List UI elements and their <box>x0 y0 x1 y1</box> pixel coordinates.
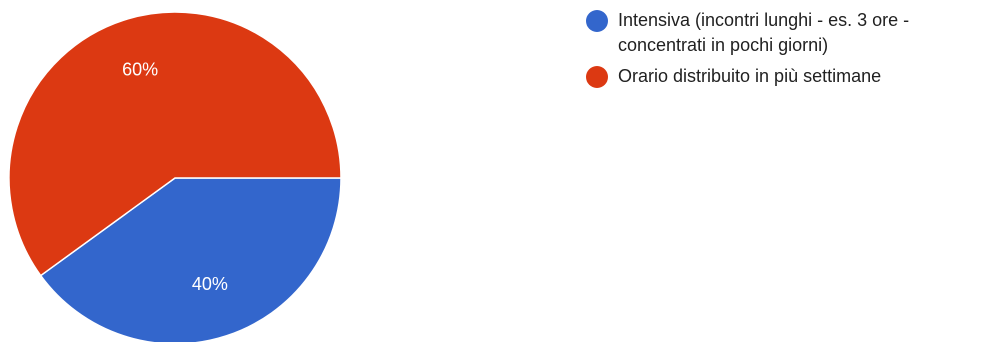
legend-label-intensiva: Intensiva (incontri lunghi - es. 3 ore -… <box>618 10 910 55</box>
legend-label-distribuito: Orario distribuito in più settimane <box>618 66 882 86</box>
pie-slice-distribuito[interactable] <box>8 11 342 277</box>
chart-legend: Intensiva (incontri lunghi - es. 3 ore -… <box>586 8 976 95</box>
legend-swatch-intensiva <box>586 10 608 32</box>
pie-label-intensiva: 40% <box>192 274 228 294</box>
pie-slice-intensiva[interactable] <box>39 177 342 342</box>
legend-swatch-distribuito <box>586 66 608 88</box>
legend-item-distribuito[interactable]: Orario distribuito in più settimane <box>586 64 976 89</box>
pie-label-distribuito: 60% <box>122 59 158 79</box>
legend-item-intensiva[interactable]: Intensiva (incontri lunghi - es. 3 ore -… <box>586 8 976 58</box>
